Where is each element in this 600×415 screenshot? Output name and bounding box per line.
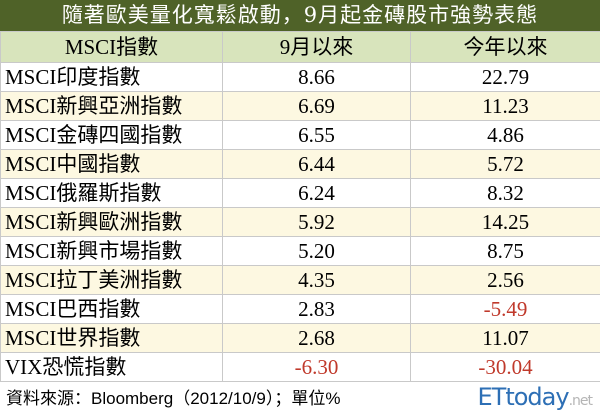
row-name: MSCI金磚四國指數 bbox=[0, 120, 223, 150]
ytd-value: 4.86 bbox=[410, 120, 600, 150]
table-row: MSCI拉丁美洲指數 4.35 2.56 bbox=[0, 265, 600, 295]
table-row: VIX恐慌指數 -6.30 -30.04 bbox=[0, 352, 600, 382]
footer: 資料來源：Bloomberg（2012/10/9）；單位% ETtoday.ne… bbox=[0, 382, 600, 415]
since-sep-value: 6.44 bbox=[222, 149, 411, 179]
ytd-value: -30.04 bbox=[410, 352, 600, 382]
table-title: 隨著歐美量化寬鬆啟動，9月起金磚股市強勢表態 bbox=[0, 0, 600, 31]
source-note: 資料來源：Bloomberg（2012/10/9）；單位% bbox=[6, 388, 341, 408]
ettoday-logo: ETtoday.net bbox=[477, 382, 594, 411]
ytd-value: 2.56 bbox=[410, 265, 600, 295]
row-name: VIX恐慌指數 bbox=[0, 352, 223, 382]
row-name: MSCI中國指數 bbox=[0, 149, 223, 179]
table-row: MSCI巴西指數 2.83 -5.49 bbox=[0, 294, 600, 324]
table-row: MSCI印度指數 8.66 22.79 bbox=[0, 62, 600, 92]
table-row: MSCI俄羅斯指數 6.24 8.32 bbox=[0, 178, 600, 208]
since-sep-value: 5.92 bbox=[222, 207, 411, 237]
row-name: MSCI世界指數 bbox=[0, 323, 223, 353]
since-sep-value: 2.83 bbox=[222, 294, 411, 324]
header-since-sep: 9月以來 bbox=[222, 31, 411, 63]
since-sep-value: 8.66 bbox=[222, 62, 411, 92]
since-sep-value: 5.20 bbox=[222, 236, 411, 266]
since-sep-value: 4.35 bbox=[222, 265, 411, 295]
since-sep-value: -6.30 bbox=[222, 352, 411, 382]
since-sep-value: 6.24 bbox=[222, 178, 411, 208]
table-row: MSCI新興亞洲指數 6.69 11.23 bbox=[0, 91, 600, 121]
row-name: MSCI印度指數 bbox=[0, 62, 223, 92]
ytd-value: -5.49 bbox=[410, 294, 600, 324]
row-name: MSCI新興亞洲指數 bbox=[0, 91, 223, 121]
since-sep-value: 6.55 bbox=[222, 120, 411, 150]
header-index: MSCI指數 bbox=[0, 31, 223, 63]
ytd-value: 22.79 bbox=[410, 62, 600, 92]
msci-table: MSCI指數 9月以來 今年以來 MSCI印度指數 8.66 22.79 MSCI新興… bbox=[0, 31, 600, 382]
ytd-value: 11.07 bbox=[410, 323, 600, 353]
table-row: MSCI中國指數 6.44 5.72 bbox=[0, 149, 600, 179]
ytd-value: 5.72 bbox=[410, 149, 600, 179]
row-name: MSCI新興市場指數 bbox=[0, 236, 223, 266]
table-row: MSCI世界指數 2.68 11.07 bbox=[0, 323, 600, 353]
ytd-value: 8.75 bbox=[410, 236, 600, 266]
ytd-value: 8.32 bbox=[410, 178, 600, 208]
ytd-value: 11.23 bbox=[410, 91, 600, 121]
row-name: MSCI拉丁美洲指數 bbox=[0, 265, 223, 295]
row-name: MSCI新興歐洲指數 bbox=[0, 207, 223, 237]
since-sep-value: 6.69 bbox=[222, 91, 411, 121]
table-row: MSCI新興市場指數 5.20 8.75 bbox=[0, 236, 600, 266]
header-ytd: 今年以來 bbox=[410, 31, 600, 63]
table-row: MSCI新興歐洲指數 5.92 14.25 bbox=[0, 207, 600, 237]
table-row: MSCI金磚四國指數 6.55 4.86 bbox=[0, 120, 600, 150]
row-name: MSCI巴西指數 bbox=[0, 294, 223, 324]
header-row: MSCI指數 9月以來 今年以來 bbox=[0, 31, 600, 63]
ytd-value: 14.25 bbox=[410, 207, 600, 237]
row-name: MSCI俄羅斯指數 bbox=[0, 178, 223, 208]
since-sep-value: 2.68 bbox=[222, 323, 411, 353]
